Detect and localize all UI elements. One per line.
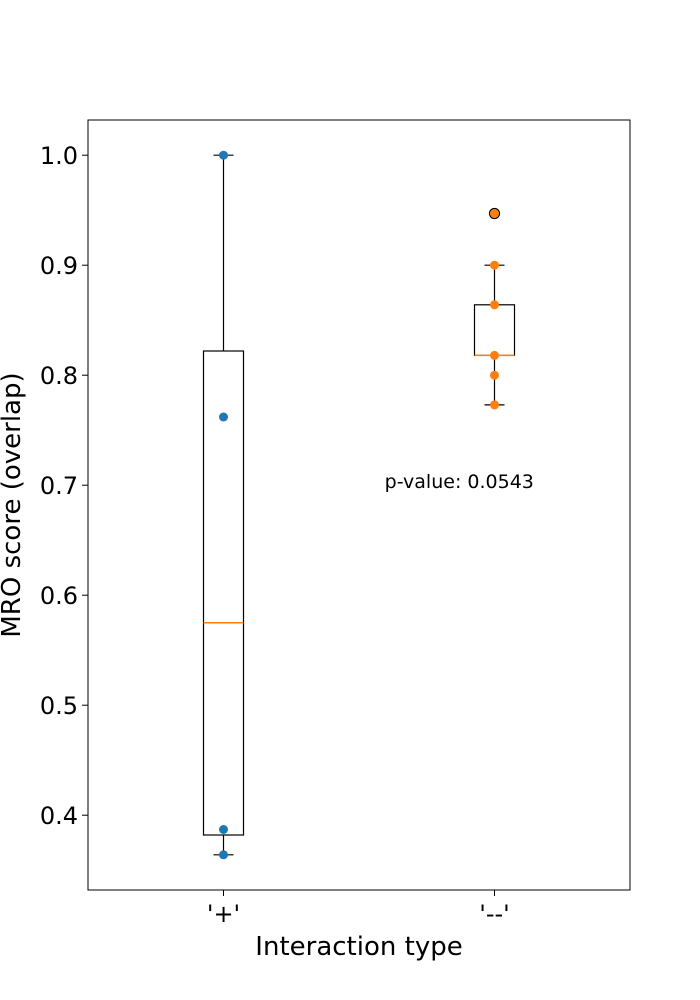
y-tick-label: 1.0: [40, 142, 78, 170]
x-tick-label: '+': [207, 900, 240, 928]
p-value-annotation: p-value: 0.0543: [385, 471, 534, 493]
data-point: [490, 370, 499, 380]
data-point: [219, 850, 228, 860]
outlier-marker: [488, 207, 501, 220]
data-point: [219, 412, 228, 422]
y-axis-label: MRO score (overlap): [0, 372, 27, 637]
data-point: [490, 260, 499, 270]
y-tick-label: 0.9: [40, 252, 78, 280]
axes-frame: [87, 119, 631, 891]
y-tick-label: 0.7: [40, 472, 78, 500]
x-axis-label: Interaction type: [255, 932, 462, 962]
data-point: [490, 400, 499, 410]
data-point: [490, 300, 499, 310]
data-point: [490, 350, 499, 360]
x-tick-label: '--': [479, 900, 510, 928]
box-iqr: [473, 304, 516, 356]
data-point: [490, 209, 499, 218]
y-tick-label: 0.5: [40, 692, 78, 720]
y-tick-label: 0.4: [40, 802, 78, 830]
plot-area: 0.4 0.5 0.6 0.7 0.8 0.9 1.0 '+' '--' p-value: 0.0…: [40, 119, 631, 928]
box-iqr: [202, 350, 245, 836]
y-tick-label: 0.8: [40, 362, 78, 390]
y-tick-label: 0.6: [40, 582, 78, 610]
data-point: [219, 825, 228, 834]
data-point: [219, 150, 228, 160]
